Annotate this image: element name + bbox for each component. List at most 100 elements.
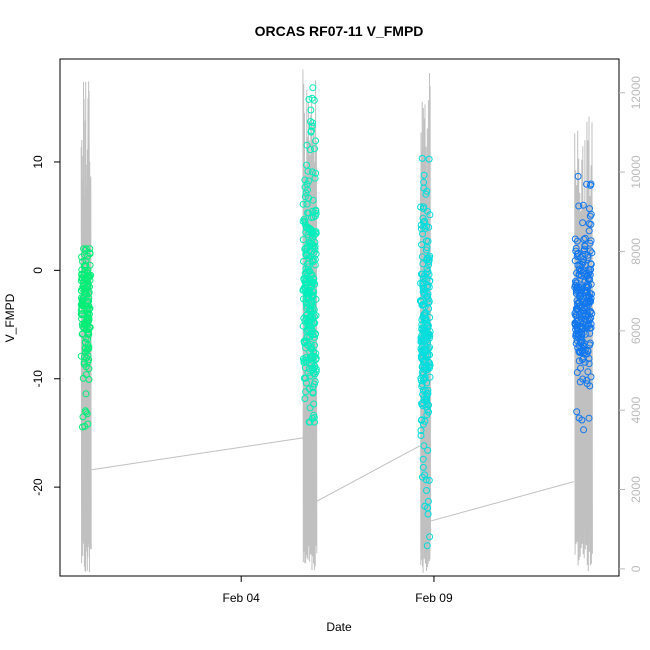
point-rf08 [310, 306, 318, 314]
point-rf11 [587, 220, 595, 228]
point-rf08 [301, 176, 309, 184]
point-rf08 [307, 128, 315, 136]
point-rf09 [426, 343, 433, 351]
point-rf09 [417, 427, 425, 434]
point-rf08 [302, 379, 310, 387]
data-points [77, 84, 596, 550]
point-rf08 [310, 248, 318, 256]
point-rf07 [84, 273, 92, 280]
point-rf08 [305, 194, 313, 202]
point-rf08 [299, 236, 307, 244]
point-rf08 [312, 206, 320, 214]
point-rf09 [418, 416, 426, 424]
point-rf08 [303, 161, 311, 169]
point-rf09 [420, 337, 428, 345]
point-rf09 [420, 171, 428, 179]
point-rf08 [303, 180, 311, 188]
point-rf09 [422, 403, 430, 411]
point-rf08 [308, 415, 316, 422]
point-rf07 [83, 302, 91, 310]
point-rf11 [579, 322, 586, 330]
point-rf08 [299, 200, 307, 208]
point-rf07 [83, 410, 91, 418]
point-rf08 [302, 265, 310, 273]
point-rf11 [573, 300, 581, 308]
point-rf08 [302, 250, 310, 258]
point-rf09 [419, 390, 427, 398]
altitude-ferry-leg-0 [91, 437, 303, 471]
y-axis: -20 -10 0 10 [31, 155, 60, 496]
point-rf07 [83, 290, 90, 298]
point-rf11 [588, 310, 596, 317]
plot-frame [59, 58, 620, 577]
point-rf08 [312, 169, 320, 177]
point-rf09 [417, 345, 425, 353]
altitude-ferry-leg-1 [316, 445, 420, 502]
point-rf11 [585, 360, 593, 368]
point-rf08 [308, 281, 316, 289]
altitude-segment-0 [80, 81, 92, 573]
point-rf11 [587, 181, 594, 189]
point-rf09 [426, 533, 434, 541]
point-rf09 [426, 277, 434, 285]
x-axis: Feb 04 Feb 09 [223, 576, 453, 605]
y2-axis: 0 2000 4000 6000 8000 10000 12000 [619, 76, 643, 572]
point-rf08 [299, 322, 307, 330]
point-rf11 [583, 376, 591, 384]
point-rf07 [78, 271, 86, 278]
point-rf09 [424, 510, 432, 518]
point-rf07 [85, 328, 92, 336]
point-rf09 [417, 338, 425, 346]
point-rf08 [312, 137, 320, 145]
point-rf11 [585, 414, 593, 422]
point-rf09 [417, 225, 425, 233]
point-rf11 [581, 316, 589, 323]
point-rf07 [84, 310, 92, 317]
point-rf07 [85, 294, 93, 302]
point-rf09 [418, 400, 426, 408]
point-rf09 [418, 270, 425, 278]
point-rf08 [303, 290, 311, 298]
point-rf08 [306, 306, 313, 314]
chart-title: ORCAS RF07-11 V_FMPD [255, 23, 424, 39]
point-rf08 [309, 119, 317, 127]
point-rf11 [586, 276, 594, 283]
point-rf09 [421, 309, 429, 317]
point-rf11 [584, 275, 592, 282]
point-rf11 [577, 315, 585, 323]
point-rf07 [84, 280, 92, 288]
point-rf08 [311, 418, 318, 426]
point-rf09 [421, 502, 429, 510]
point-rf09 [423, 379, 431, 387]
point-rf08 [307, 341, 315, 349]
point-rf09 [424, 386, 432, 394]
point-rf09 [426, 211, 434, 219]
point-rf07 [79, 278, 87, 286]
point-rf08 [310, 319, 317, 327]
altitude-segment-1 [302, 69, 318, 571]
y2-tick-label: 8000 [629, 238, 643, 265]
point-rf09 [419, 284, 427, 292]
point-rf11 [578, 346, 586, 354]
point-rf09 [423, 237, 430, 245]
point-rf08 [311, 145, 318, 153]
point-rf07 [85, 273, 93, 281]
point-rf09 [418, 301, 426, 309]
y2-tick-label: 2000 [629, 476, 643, 503]
point-rf08 [302, 344, 309, 352]
point-rf08 [308, 327, 316, 335]
point-rf08 [312, 229, 320, 237]
y2-tick-label: 0 [629, 565, 643, 572]
point-rf09 [418, 473, 426, 481]
point-rf11 [578, 330, 586, 338]
point-rf09 [425, 254, 433, 262]
point-rf07 [84, 341, 92, 349]
x-axis-label: Date [326, 620, 352, 634]
point-rf08 [302, 312, 310, 319]
point-rf08 [311, 174, 319, 182]
point-rf08 [305, 238, 313, 246]
point-rf07 [84, 283, 92, 291]
point-rf09 [418, 241, 426, 249]
point-rf07 [82, 245, 90, 253]
point-rf08 [302, 388, 310, 396]
